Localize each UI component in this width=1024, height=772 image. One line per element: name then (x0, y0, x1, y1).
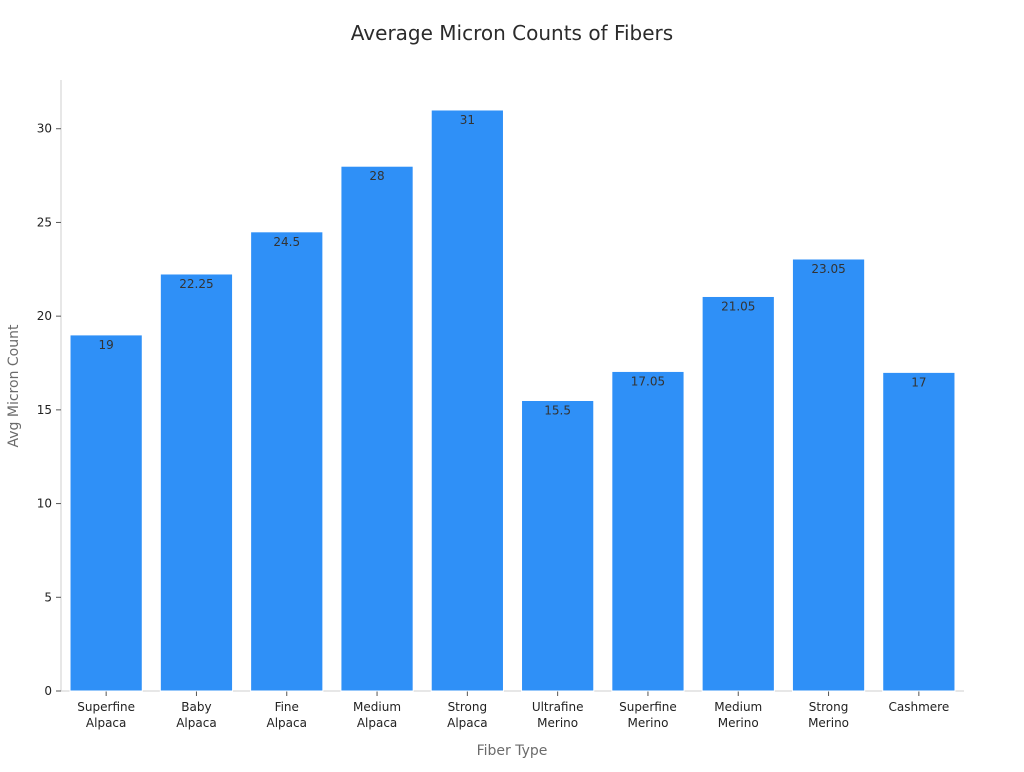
x-tick-label: Baby Alpaca (176, 700, 216, 730)
bar (159, 273, 234, 692)
x-tick-label: Medium Alpaca (353, 700, 401, 730)
bar (701, 295, 775, 692)
x-tick-label: Superfine Alpaca (77, 700, 135, 730)
chart-title: Average Micron Counts of Fibers (351, 21, 673, 45)
bar (250, 231, 324, 692)
x-tick-label: Strong Alpaca (447, 700, 487, 730)
x-tick-label: Cashmere (888, 700, 949, 714)
bar-value-label: 17 (911, 375, 926, 389)
bar (611, 370, 685, 692)
x-tick-label: Fine Alpaca (267, 700, 307, 730)
bar (521, 399, 595, 692)
x-tick-label: Medium Merino (714, 700, 762, 730)
bar-value-label: 22.25 (179, 277, 213, 291)
bar-value-label: 19 (99, 338, 114, 352)
y-tick-label: 15 (37, 403, 52, 417)
y-tick-label: 25 (37, 215, 52, 229)
y-axis: 0 5 10 15 20 25 30 (37, 80, 62, 698)
bar (791, 258, 866, 692)
bar-value-label: 17.05 (631, 374, 665, 388)
bar (430, 109, 504, 692)
y-tick-label: 30 (37, 122, 52, 136)
x-tick-label: Ultrafine Merino (532, 700, 584, 730)
bar (340, 165, 414, 692)
x-tick-label: Strong Merino (808, 700, 849, 730)
bar-value-label: 24.5 (273, 235, 300, 249)
bar (882, 371, 956, 692)
y-tick-label: 20 (37, 309, 52, 323)
bar-value-label: 15.5 (544, 403, 571, 417)
y-tick-label: 0 (44, 684, 52, 698)
x-tick-label: Superfine Merino (619, 700, 677, 730)
x-axis (61, 690, 964, 696)
y-tick-label: 10 (37, 497, 52, 511)
bars-group (69, 109, 956, 692)
bar-value-label: 31 (460, 113, 475, 127)
bar-value-label: 28 (369, 169, 384, 183)
bar-value-label: 21.05 (721, 299, 755, 313)
category-labels: Superfine Alpaca Baby Alpaca Fine Alpaca Mediu… (77, 700, 949, 730)
y-tick-label: 5 (44, 590, 52, 604)
bar-value-labels: 19 22.25 24.5 28 31 15.5 17.05 21.05 23.05 17 (99, 113, 927, 418)
bar (69, 334, 143, 692)
y-axis-title: Avg Micron Count (6, 324, 22, 447)
x-axis-title: Fiber Type (477, 743, 548, 759)
bar-value-label: 23.05 (811, 262, 845, 276)
